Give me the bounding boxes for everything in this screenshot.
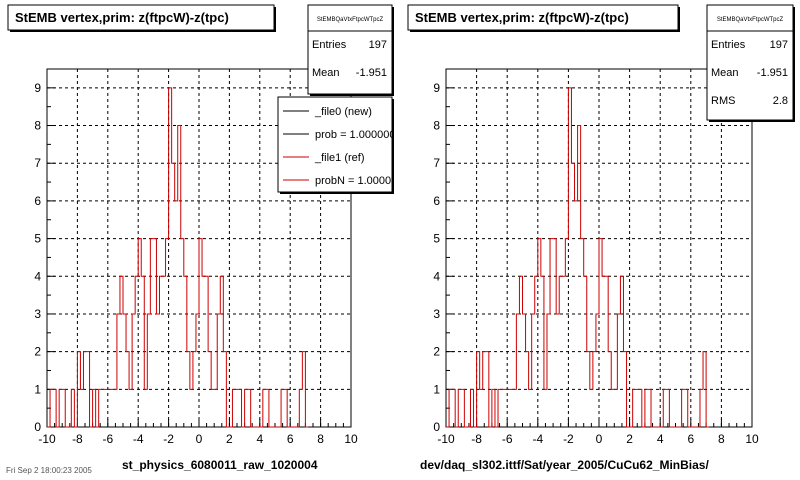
title-box — [7, 4, 275, 31]
y-tick-label: 5 — [34, 232, 41, 246]
y-tick-label: 6 — [433, 194, 440, 208]
y-tick-label: 6 — [34, 194, 41, 208]
x-tick-label: 4 — [657, 432, 664, 446]
stats-name: StEMBQaVtxFtpcWTpcZ — [717, 17, 784, 23]
legend-label: _file0 (new) — [314, 106, 372, 118]
y-tick-label: 2 — [433, 345, 440, 359]
stats-label: Mean — [711, 67, 739, 79]
x-tick-label: 2 — [626, 432, 633, 446]
x-tick-label: 2 — [226, 432, 233, 446]
stats-value: -1.951 — [356, 67, 387, 79]
x-tick-label: -8 — [471, 432, 482, 446]
y-tick-label: 9 — [433, 81, 440, 95]
y-tick-label: 8 — [34, 119, 41, 133]
x-tick-label: 10 — [745, 432, 759, 446]
x-tick-label: 0 — [596, 432, 603, 446]
histogram-series — [446, 87, 710, 428]
stats-label: Entries — [312, 39, 347, 51]
histogram-series — [47, 87, 309, 428]
x-tick-label: 4 — [256, 432, 263, 446]
legend-label: _file1 (ref) — [314, 152, 365, 164]
stats-label: RMS — [711, 95, 735, 107]
legend-label: prob = 1.000000 — [315, 129, 395, 141]
legend-label: probN = 1.000000 — [315, 175, 403, 187]
chart-panel-1: -10 -8 -6 -4 -2 0 2 4 6 8 10 0 1 2 3 4 5 6 7 8 9 StEMB vertex… — [7, 4, 403, 446]
x-tick-label: 8 — [718, 432, 725, 446]
stats-value: 2.8 — [773, 95, 788, 107]
stats-label: Mean — [312, 67, 340, 79]
y-tick-label: 1 — [34, 382, 41, 396]
y-tick-label: 4 — [433, 269, 440, 283]
y-tick-label: 3 — [433, 307, 440, 321]
x-axis-label-right: dev/daq_sl302.ittf/Sat/year_2005/CuCu62_… — [420, 458, 709, 472]
x-tick-label: -8 — [72, 432, 83, 446]
x-tick-label: 10 — [344, 432, 358, 446]
y-tick-label: 7 — [34, 156, 41, 170]
timestamp-text: Fri Sep 2 18:00:23 2005 — [6, 466, 92, 475]
chart-title: StEMB vertex,prim: z(ftpcW)-z(tpc) — [15, 10, 229, 25]
x-tick-label: 6 — [687, 432, 694, 446]
x-tick-label: -2 — [163, 432, 174, 446]
x-tick-label: -6 — [102, 432, 113, 446]
y-tick-label: 2 — [34, 345, 41, 359]
chart-title: StEMB vertex,prim: z(ftpcW)-z(tpc) — [415, 10, 629, 25]
x-axis-label-left: st_physics_6080011_raw_1020004 — [122, 458, 318, 472]
stats-value: 197 — [369, 39, 387, 51]
x-tick-label: 0 — [196, 432, 203, 446]
stats-box — [307, 4, 393, 95]
stats-name: StEMBQaVtxFtpcWTpcZ — [317, 17, 384, 23]
y-tick-label: 7 — [433, 156, 440, 170]
chart-panel-2: -10 -8 -6 -4 -2 0 2 4 6 8 10 0 1 2 3 4 5 6 7 8 9 StEMB vertex… — [407, 4, 795, 446]
y-tick-label: 0 — [34, 420, 41, 434]
y-tick-label: 1 — [433, 382, 440, 396]
legend-entries: _file0 (new) prob = 1.000000 _file1 (ref) p… — [283, 106, 403, 187]
stats-value: 197 — [770, 39, 788, 51]
x-tick-label: -2 — [563, 432, 574, 446]
title-box — [407, 4, 679, 31]
stats-box — [706, 4, 794, 121]
y-tick-label: 4 — [34, 269, 41, 283]
stats-value: -1.951 — [757, 67, 788, 79]
x-tick-label: -10 — [38, 432, 56, 446]
x-tick-label: -6 — [502, 432, 513, 446]
x-tick-label: -4 — [532, 432, 543, 446]
x-tick-label: 8 — [317, 432, 324, 446]
y-tick-label: 0 — [433, 420, 440, 434]
y-tick-label: 3 — [34, 307, 41, 321]
y-tick-label: 5 — [433, 232, 440, 246]
stats-label: Entries — [711, 39, 746, 51]
x-tick-label: 6 — [287, 432, 294, 446]
y-tick-label: 8 — [433, 119, 440, 133]
y-tick-label: 9 — [34, 81, 41, 95]
x-tick-label: -4 — [133, 432, 144, 446]
x-tick-label: -10 — [437, 432, 455, 446]
legend-box — [277, 96, 393, 193]
